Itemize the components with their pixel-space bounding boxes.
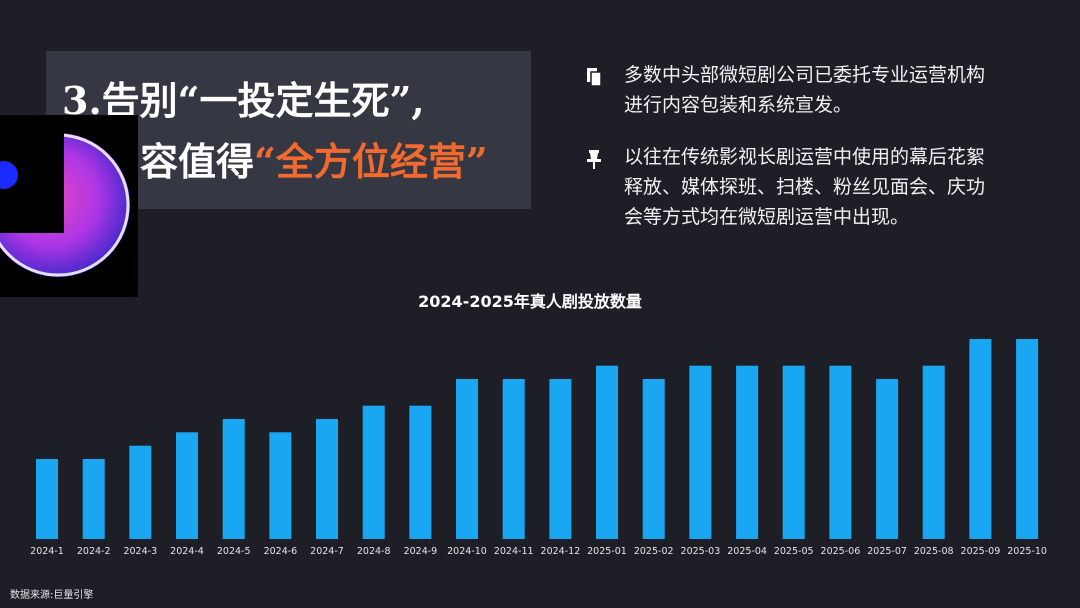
x-tick-label: 2025-09 (961, 546, 1001, 557)
title-line-2: 容值得“全方位经营” (140, 143, 488, 181)
bar-2025-04 (736, 365, 759, 539)
title-line-1: 3.告别“一投定生死”, (62, 78, 425, 123)
bar-2024-9 (409, 405, 432, 539)
document-icon (584, 66, 604, 87)
bar-2024-3 (129, 445, 152, 539)
x-tick-label: 2024-6 (264, 546, 298, 557)
bar-2025-02 (642, 379, 665, 539)
bar-2025-03 (689, 365, 712, 539)
x-tick-label: 2024-8 (357, 546, 391, 557)
x-tick-label: 2025-05 (774, 546, 814, 557)
bullet-list: 多数中头部微短剧公司已委托专业运营机构进行内容包装和系统宣发。 以往在传统影视长… (582, 60, 1002, 254)
bar-2024-1 (36, 459, 58, 539)
bullet-text-2: 以往在传统影视长剧运营中使用的幕后花絮释放、媒体探班、扫楼、粉丝见面会、庆功会等… (624, 146, 986, 228)
x-tick-label: 2024-4 (170, 546, 204, 557)
decorative-ring-image (0, 115, 138, 297)
bullet-item-1: 多数中头部微短剧公司已委托专业运营机构进行内容包装和系统宣发。 (582, 60, 1002, 120)
pin-icon (584, 148, 604, 169)
x-tick-label: 2024-10 (447, 546, 487, 557)
x-tick-label: 2024-12 (541, 546, 581, 557)
x-tick-label: 2024-9 (404, 546, 438, 557)
bar-2025-07 (876, 379, 899, 539)
data-source: 数据来源:巨量引擎 (10, 590, 94, 601)
x-tick-label: 2025-02 (634, 546, 674, 557)
bar-2025-09 (969, 339, 992, 539)
bullet-text-1: 多数中头部微短剧公司已委托专业运营机构进行内容包装和系统宣发。 (624, 64, 986, 116)
x-tick-label: 2025-04 (727, 546, 767, 557)
bar-2024-4 (176, 432, 198, 539)
x-tick-label: 2025-03 (681, 546, 721, 557)
bar-2024-11 (502, 379, 525, 539)
title-line-2-text: 容值得 (140, 139, 255, 184)
bar-2025-08 (922, 365, 945, 539)
bar-2024-2 (82, 459, 105, 539)
ring-graphic (0, 115, 130, 277)
bar-2025-01 (596, 365, 618, 539)
chart-title: 2024-2025年真人剧投放数量 (418, 292, 642, 311)
x-tick-label: 2024-3 (123, 546, 157, 557)
x-tick-label: 2024-1 (30, 546, 64, 557)
x-tick-label: 2024-11 (494, 546, 534, 557)
x-tick-label: 2024-7 (310, 546, 344, 557)
bar-2025-06 (829, 365, 852, 539)
x-tick-label: 2025-08 (914, 546, 954, 557)
x-tick-label: 2024-2 (77, 546, 111, 557)
bar-2024-6 (269, 432, 292, 539)
bar-2025-10 (1016, 339, 1039, 539)
x-tick-label: 2025-10 (1007, 546, 1047, 557)
bar-chart: 2024-2025年真人剧投放数量 2024-1 2024-2 2024-3 2024… (30, 292, 1047, 557)
bar-2024-10 (456, 379, 478, 539)
bar-2024-7 (316, 419, 338, 539)
bar-2024-12 (549, 379, 572, 539)
title-accent: “全方位经营” (254, 139, 488, 184)
x-tick-label: 2025-01 (587, 546, 627, 557)
bar-2025-05 (782, 365, 805, 539)
x-tick-label: 2025-06 (821, 546, 861, 557)
bar-2024-5 (222, 419, 245, 539)
bar-2024-8 (362, 405, 385, 539)
x-tick-label: 2024-5 (217, 546, 251, 557)
bullet-item-2: 以往在传统影视长剧运营中使用的幕后花絮释放、媒体探班、扫楼、粉丝见面会、庆功会等… (582, 142, 1002, 232)
x-tick-label: 2025-07 (867, 546, 907, 557)
